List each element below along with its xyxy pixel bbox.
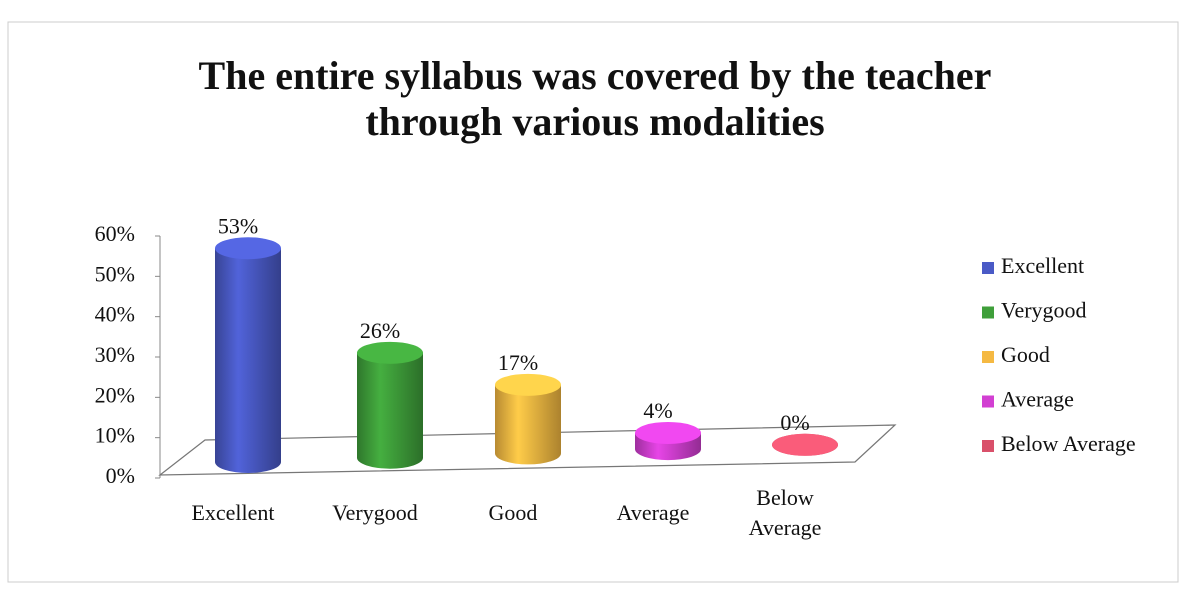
value-label: 0% <box>780 410 809 435</box>
x-tick-label: Verygood <box>332 500 418 525</box>
bar-top <box>772 433 838 456</box>
bar-top <box>357 341 423 364</box>
legend-label: Below Average <box>1001 431 1136 456</box>
legend-swatch <box>982 351 994 363</box>
bar-top <box>635 421 701 444</box>
legend-swatch <box>982 306 994 319</box>
chart-title: The entire syllabus was covered by the t… <box>199 53 992 144</box>
legend-swatch <box>982 395 994 408</box>
value-label: 26% <box>360 318 400 343</box>
bar <box>215 248 281 462</box>
y-tick-label: 60% <box>95 221 135 246</box>
legend-label: Average <box>1001 387 1074 412</box>
x-tick-label: Below Average <box>749 485 822 540</box>
y-tick-label: 40% <box>95 302 135 327</box>
y-tick-label: 20% <box>95 382 135 407</box>
bar-top <box>495 373 561 396</box>
x-tick-label: Average <box>617 500 690 525</box>
floor <box>158 424 897 476</box>
value-label: 4% <box>643 398 672 423</box>
y-tick-label: 0% <box>106 463 135 488</box>
bar <box>357 352 423 458</box>
value-label: 17% <box>498 350 538 375</box>
legend-label: Excellent <box>1001 253 1084 278</box>
x-tick-label: Excellent <box>191 500 274 525</box>
legend-label: Verygood <box>1001 298 1087 323</box>
x-tick-label: Good <box>489 500 538 525</box>
value-label: 53% <box>218 213 258 238</box>
y-tick-label: 50% <box>95 261 135 286</box>
chart-frame <box>7 21 1179 583</box>
legend-swatch <box>982 262 994 274</box>
bar <box>495 384 561 454</box>
y-tick-label: 10% <box>95 423 135 448</box>
legend-label: Good <box>1001 342 1050 367</box>
bar-top <box>215 237 281 260</box>
legend-swatch <box>982 440 994 452</box>
y-tick-label: 30% <box>95 342 135 367</box>
